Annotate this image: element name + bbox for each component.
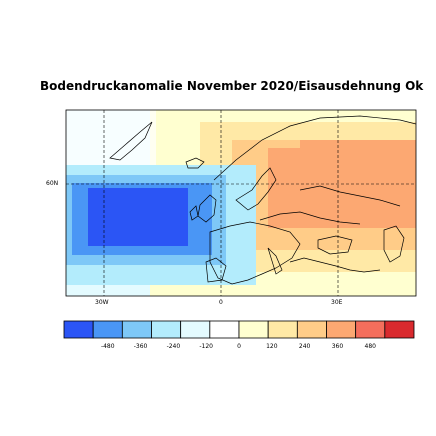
colorbar-swatch [296, 320, 327, 339]
colorbar-tick-label: 480 [365, 343, 377, 350]
colorbar-swatch [326, 320, 357, 339]
scandinavia-coast [235, 167, 277, 211]
iceland-coast [185, 157, 205, 169]
colorbar-tick-label: -480 [101, 343, 115, 350]
lat-label-60n: 60N [46, 180, 59, 187]
mediterranean-coast [289, 257, 381, 273]
colorbar-swatch [121, 320, 152, 339]
colorbar-swatch [238, 320, 269, 339]
colorbar-tick-label: 240 [299, 343, 311, 350]
field-positive-core-north [300, 140, 416, 180]
colorbar-tick-label: -240 [167, 343, 181, 350]
field-negative-core [88, 188, 188, 246]
iberia-coast [205, 257, 227, 283]
italy-coast [267, 247, 283, 275]
coastlines [109, 115, 416, 285]
map-frame [65, 109, 417, 297]
colorbar-swatch [355, 320, 386, 339]
arctic-coast [213, 115, 416, 181]
graticule [66, 110, 416, 296]
lon-label-0: 0 [219, 299, 223, 306]
colorbar-swatch [180, 320, 211, 339]
colorbar-tick-label: -120 [199, 343, 213, 350]
colorbar-swatch [267, 320, 298, 339]
colorbar-tick-label: 120 [266, 343, 278, 350]
country-borders [259, 211, 361, 225]
colorbar-swatch [384, 320, 415, 339]
black-sea-coast [317, 235, 353, 255]
colorbar-swatch [151, 320, 182, 339]
greenland-coast [109, 121, 153, 161]
map-title: Bodendruckanomalie November 2020/Eisausd… [40, 79, 424, 93]
russia-borders [299, 185, 401, 207]
europe-coast [209, 221, 301, 285]
ireland-coast [189, 205, 199, 221]
caspian-sea-coast [383, 225, 405, 263]
colorbar-swatch [92, 320, 123, 339]
colorbar-swatch [63, 320, 94, 339]
lon-label-30w: 30W [95, 299, 109, 306]
field-neutral-northwest [66, 110, 156, 165]
colorbar-tick-label: -360 [134, 343, 148, 350]
colorbar-tick-label: 0 [237, 343, 241, 350]
lon-label-30e: 30E [331, 299, 343, 306]
colorbar-swatch [209, 320, 240, 339]
colorbar-tick-label: 360 [332, 343, 344, 350]
